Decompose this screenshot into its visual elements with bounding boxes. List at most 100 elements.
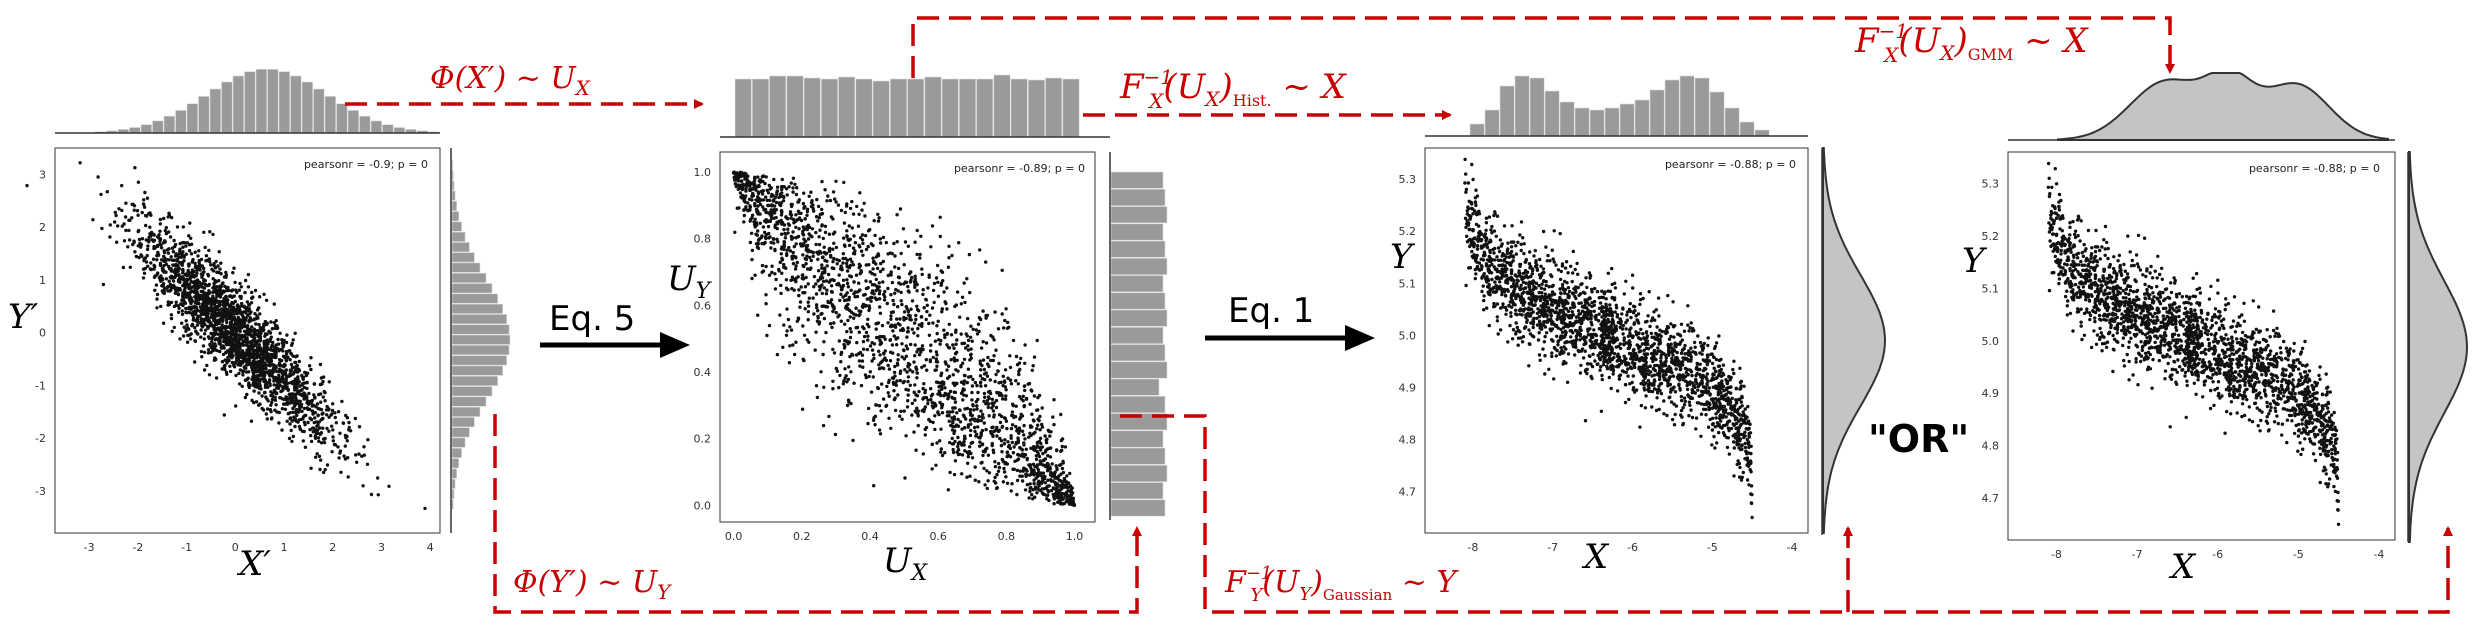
panel-4-x-ticks: -8 -7 -6 -5 -4 bbox=[2051, 548, 2384, 561]
label-finv-gmm: F−1 X(UX)GMM ~ X bbox=[1854, 19, 2089, 67]
label-finv-gmm-end: ~ X bbox=[2013, 21, 2089, 61]
x-tick-label: 1 bbox=[281, 541, 288, 554]
panel-2-y-axis-label-sub: Y bbox=[696, 279, 713, 304]
x-tick-label: -4 bbox=[1787, 541, 1798, 554]
y-tick-label: 5.0 bbox=[1399, 329, 1417, 342]
arrow-phi-y bbox=[493, 414, 1142, 614]
x-tick-label: 0.4 bbox=[861, 530, 879, 543]
y-tick-label: 5.2 bbox=[1399, 225, 1417, 238]
y-tick-label: 5.3 bbox=[1982, 178, 2000, 191]
y-tick-label: 0.0 bbox=[694, 499, 712, 512]
x-tick-label: -7 bbox=[2132, 548, 2143, 561]
red-dashed-arrows bbox=[345, 16, 2453, 614]
label-phi-y-sub: Y bbox=[657, 580, 672, 604]
panel-4-scatter-points bbox=[2046, 161, 2341, 526]
label-finv-gauss-close: ) bbox=[1310, 565, 1323, 600]
panel-2-x-ticks: 0.0 0.2 0.4 0.6 0.8 1.0 bbox=[725, 530, 1083, 543]
x-tick-label: -6 bbox=[1627, 541, 1638, 554]
label-finv-hist-f: F bbox=[1119, 67, 1145, 107]
panel-3-pearson-annotation: pearsonr = -0.88; p = 0 bbox=[1665, 158, 1796, 171]
panel-2-scatter-points bbox=[731, 170, 1077, 507]
y-tick-label: 3 bbox=[39, 168, 46, 181]
y-tick-label: -2 bbox=[35, 432, 46, 445]
panel-2-top-histogram bbox=[734, 74, 1080, 138]
panel-4-right-kde bbox=[2408, 151, 2469, 543]
label-phi-x: Φ(X′) ~ UX bbox=[430, 61, 591, 100]
y-tick-label: -1 bbox=[35, 379, 46, 392]
x-tick-label: -3 bbox=[84, 541, 95, 554]
panel-2-right-histogram bbox=[1110, 171, 1168, 517]
eq5-label: Eq. 5 bbox=[549, 299, 635, 339]
panel-1-scatter-points bbox=[25, 161, 427, 511]
y-tick-label: 0.8 bbox=[694, 233, 712, 246]
label-finv-gauss-sub: Y bbox=[1250, 585, 1264, 606]
label-finv-gmm-sub: X bbox=[1882, 43, 1899, 67]
panel-1-y-ticks: 3 2 1 0 -1 -2 -3 bbox=[35, 168, 46, 497]
label-finv-hist: F−1 X(UX)Hist. ~ X bbox=[1119, 65, 1348, 113]
panel-4-x-axis-label: X bbox=[2168, 547, 2197, 587]
label-finv-gauss-end: ~ Y bbox=[1392, 565, 1459, 600]
panel-4-top-kde bbox=[2057, 72, 2389, 141]
label-finv-hist-sub: X bbox=[1147, 89, 1164, 113]
panel-4-pearson-annotation: pearsonr = -0.88; p = 0 bbox=[2249, 162, 2380, 175]
eq1-arrow bbox=[1205, 325, 1375, 351]
x-tick-label: -8 bbox=[1467, 541, 1478, 554]
y-tick-label: 4.9 bbox=[1982, 387, 2000, 400]
y-tick-label: 5.3 bbox=[1399, 173, 1417, 186]
label-finv-hist-sup: −1 bbox=[1144, 65, 1173, 89]
label-finv-gauss-f: F bbox=[1224, 565, 1247, 600]
panel-2: 0.0 0.2 0.4 0.6 0.8 1.0 1.0 0.8 0.6 0.4 0.2 0.0 pe… bbox=[667, 74, 1168, 586]
panel-1-pearson-annotation: pearsonr = -0.9; p = 0 bbox=[304, 158, 428, 171]
label-finv-hist-arg-sub: X bbox=[1203, 87, 1220, 111]
panel-3-y-axis-label: Y bbox=[1390, 237, 1416, 277]
label-finv-gmm-f: F bbox=[1854, 21, 1880, 61]
y-tick-label: 1.0 bbox=[694, 166, 712, 179]
x-tick-label: -7 bbox=[1547, 541, 1558, 554]
panel-3-scatter-frame bbox=[1424, 147, 1809, 534]
label-finv-gmm-arg: (U bbox=[1898, 21, 1941, 61]
panel-1-x-axis-label: X′ bbox=[236, 544, 271, 584]
x-tick-label: 0.8 bbox=[998, 530, 1016, 543]
y-tick-label: 4.7 bbox=[1399, 485, 1417, 498]
panel-2-x-axis-label-main: U bbox=[883, 541, 913, 581]
panel-1-right-histogram bbox=[451, 159, 511, 510]
panel-2-y-ticks: 1.0 0.8 0.6 0.4 0.2 0.0 bbox=[694, 166, 712, 512]
panel-2-x-axis-label: UX bbox=[883, 541, 929, 586]
y-tick-label: 2 bbox=[39, 221, 46, 234]
x-tick-label: 1.0 bbox=[1066, 530, 1084, 543]
y-tick-label: 5.2 bbox=[1982, 230, 2000, 243]
x-tick-label: 0.6 bbox=[929, 530, 947, 543]
x-tick-label: -5 bbox=[2293, 548, 2304, 561]
panel-3-scatter-points bbox=[1463, 157, 1754, 520]
eq1-label: Eq. 1 bbox=[1228, 291, 1314, 331]
x-tick-label: -2 bbox=[132, 541, 143, 554]
panel-4: -8 -7 -6 -5 -4 5.3 5.2 5.1 5.0 4.9 4.8 4.7 pearson… bbox=[1962, 72, 2469, 587]
label-phi-y: Φ(Y′) ~ UY bbox=[513, 565, 672, 604]
x-tick-label: 2 bbox=[329, 541, 336, 554]
label-phi-y-main: Φ(Y′) ~ U bbox=[513, 565, 659, 600]
panel-3-y-ticks: 5.3 5.2 5.1 5.0 4.9 4.8 4.7 bbox=[1399, 173, 1417, 498]
x-tick-label: -8 bbox=[2051, 548, 2062, 561]
eq5-arrow bbox=[540, 332, 690, 358]
panel-4-y-ticks: 5.3 5.2 5.1 5.0 4.9 4.8 4.7 bbox=[1982, 178, 2000, 506]
label-finv-gauss: F−1 Y(UY)Gaussian ~ Y bbox=[1224, 563, 1459, 606]
x-tick-label: 0.2 bbox=[793, 530, 811, 543]
label-finv-gauss-method: Gaussian bbox=[1323, 586, 1393, 604]
panel-3-top-histogram bbox=[1469, 75, 1770, 137]
y-tick-label: 0 bbox=[39, 327, 46, 340]
label-finv-hist-end: ~ X bbox=[1272, 67, 1348, 107]
panel-2-y-axis-label: UY bbox=[667, 259, 713, 304]
label-finv-gmm-method: GMM bbox=[1968, 45, 2014, 64]
panel-2-pearson-annotation: pearsonr = -0.89; p = 0 bbox=[954, 162, 1085, 175]
panel-1-top-histogram bbox=[94, 69, 440, 134]
panel-4-scatter-frame bbox=[2007, 151, 2396, 541]
y-tick-label: 5.1 bbox=[1399, 277, 1417, 290]
panel-4-y-axis-label: Y bbox=[1962, 241, 1988, 281]
label-finv-gmm-arg-sub: X bbox=[1938, 41, 1955, 65]
x-tick-label: 0 bbox=[232, 541, 239, 554]
y-tick-label: 5.0 bbox=[1982, 335, 2000, 348]
arrow-finv-gmm bbox=[911, 16, 2175, 78]
y-tick-label: 0.6 bbox=[694, 299, 712, 312]
y-tick-label: 1 bbox=[39, 274, 46, 287]
